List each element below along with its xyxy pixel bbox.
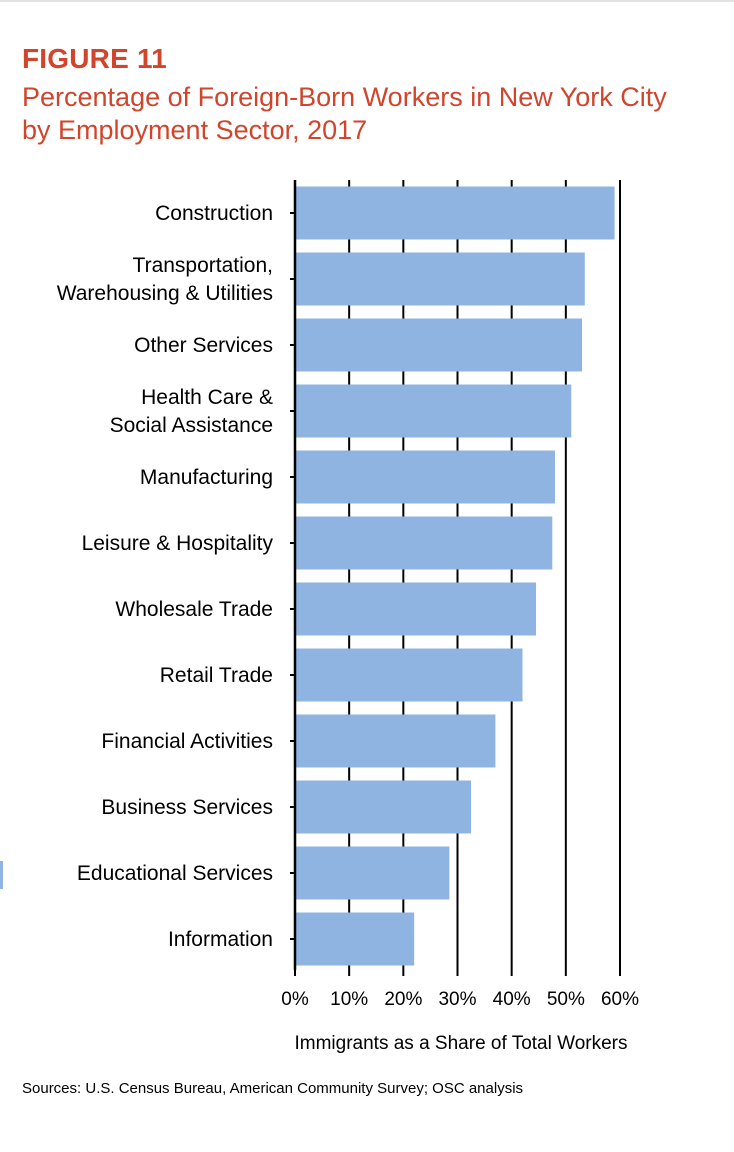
bar <box>296 912 415 966</box>
x-tick-label: 0% <box>281 989 309 1010</box>
x-tick-label: 30% <box>438 989 476 1010</box>
source-note: Sources: U.S. Census Bureau, American Co… <box>22 1080 524 1097</box>
x-tick-label: 50% <box>547 989 585 1010</box>
bar-chart: Construction Transportation, Warehousing &… <box>57 180 639 1054</box>
page-edge-mark <box>0 861 3 889</box>
bar <box>296 318 583 372</box>
bar <box>296 516 553 570</box>
category-label: Leisure & Hospitality <box>82 532 274 555</box>
x-tick-label: 10% <box>330 989 368 1010</box>
x-tick-label: 60% <box>601 989 639 1010</box>
category-label-line: Wholesale Trade <box>115 598 273 621</box>
category-label: Financial Activities <box>101 730 273 753</box>
category-label-line: Transportation, <box>133 254 273 277</box>
category-label: Educational Services <box>77 862 273 885</box>
x-axis-title: Immigrants as a Share of Total Workers <box>295 1033 628 1054</box>
category-label: Transportation, Warehousing & Utilities <box>57 254 273 305</box>
chart-title: Percentage of Foreign-Born Workers in Ne… <box>22 82 667 145</box>
category-label: Retail Trade <box>160 664 273 687</box>
x-tick-label: 40% <box>493 989 531 1010</box>
bar <box>296 648 523 702</box>
top-rule <box>0 0 734 2</box>
bar <box>296 450 555 504</box>
category-label-line: Information <box>168 928 273 951</box>
bar <box>296 714 496 768</box>
bar <box>296 186 615 240</box>
category-label-line: Manufacturing <box>140 466 273 489</box>
category-label: Health Care & Social Assistance <box>110 386 273 437</box>
bar <box>296 252 585 306</box>
category-label-line: Leisure & Hospitality <box>82 532 274 555</box>
category-label: Other Services <box>134 334 273 357</box>
category-label-line: Social Assistance <box>110 414 273 437</box>
category-label: Manufacturing <box>140 466 273 489</box>
bar <box>296 846 450 900</box>
category-label-line: Construction <box>155 202 273 225</box>
figure-label: FIGURE 11 <box>22 43 167 74</box>
category-label: Information <box>168 928 273 951</box>
category-label-line: Other Services <box>134 334 273 357</box>
category-label: Business Services <box>101 796 273 819</box>
category-label-line: Retail Trade <box>160 664 273 687</box>
category-label-line: Business Services <box>101 796 273 819</box>
category-label-line: Financial Activities <box>101 730 273 753</box>
category-label-line: Warehousing & Utilities <box>57 282 273 305</box>
bar <box>296 780 472 834</box>
category-label-line: Educational Services <box>77 862 273 885</box>
bar <box>296 582 537 636</box>
category-label: Construction <box>155 202 273 225</box>
bar <box>296 384 572 438</box>
category-label-line: Health Care & <box>141 386 273 409</box>
x-tick-label: 20% <box>384 989 422 1010</box>
category-label: Wholesale Trade <box>115 598 273 621</box>
